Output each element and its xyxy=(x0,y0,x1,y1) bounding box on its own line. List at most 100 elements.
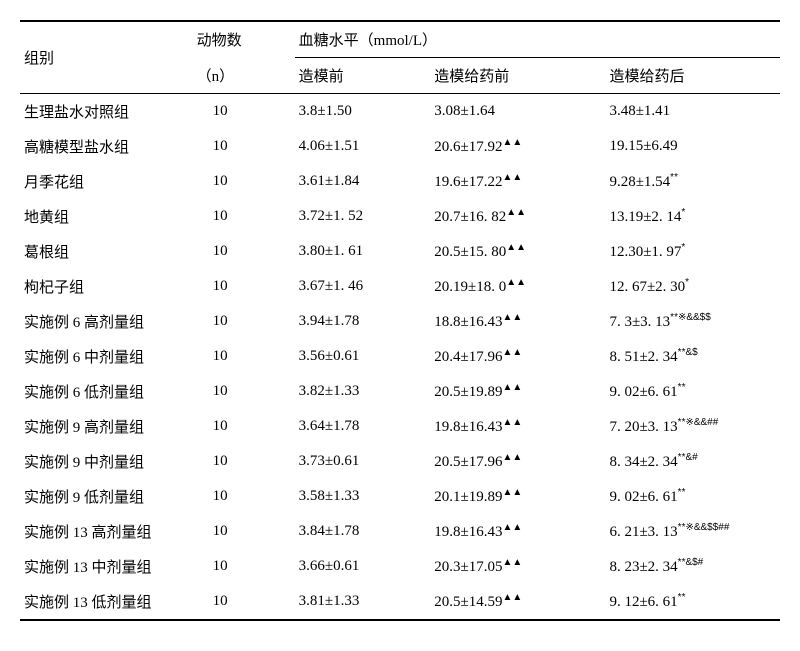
cell-c: 9.28±1.54** xyxy=(605,164,780,199)
cell-c: 8. 23±2. 34**&$# xyxy=(605,549,780,584)
cell-b: 20.3±17.05▲▲ xyxy=(430,549,605,584)
cell-a: 3.84±1.78 xyxy=(295,514,431,549)
header-group: 组别 xyxy=(20,21,193,94)
cell-b: 20.5±15. 80▲▲ xyxy=(430,234,605,269)
cell-b-sup: ▲▲ xyxy=(503,137,523,148)
cell-n: 10 xyxy=(193,234,295,269)
cell-group: 实施例 6 高剂量组 xyxy=(20,304,193,339)
cell-c-sup: ** xyxy=(678,382,686,393)
cell-b-sup: ▲▲ xyxy=(503,452,523,463)
cell-a: 4.06±1.51 xyxy=(295,129,431,164)
table-row: 实施例 13 高剂量组103.84±1.7819.8±16.43▲▲6. 21±… xyxy=(20,514,780,549)
cell-b: 19.8±16.43▲▲ xyxy=(430,409,605,444)
table-header: 组别 动物数 血糖水平（mmol/L） （n） 造模前 造模给药前 造模给药后 xyxy=(20,21,780,94)
cell-c: 6. 21±3. 13**※&&$$## xyxy=(605,514,780,549)
cell-n: 10 xyxy=(193,339,295,374)
cell-b-sup: ▲▲ xyxy=(503,347,523,358)
cell-c: 8. 51±2. 34**&$ xyxy=(605,339,780,374)
cell-c-sup: * xyxy=(681,207,685,218)
table-row: 枸杞子组103.67±1. 4620.19±18. 0▲▲12. 67±2. 3… xyxy=(20,269,780,304)
cell-n: 10 xyxy=(193,304,295,339)
cell-b-sup: ▲▲ xyxy=(503,382,523,393)
cell-b-sup: ▲▲ xyxy=(503,592,523,603)
cell-c-sup: **※&&## xyxy=(678,417,719,428)
cell-n: 10 xyxy=(193,94,295,130)
cell-b: 20.4±17.96▲▲ xyxy=(430,339,605,374)
cell-c-sup: **&$# xyxy=(678,557,704,568)
cell-b: 20.5±17.96▲▲ xyxy=(430,444,605,479)
cell-n: 10 xyxy=(193,409,295,444)
cell-a: 3.94±1.78 xyxy=(295,304,431,339)
cell-n: 10 xyxy=(193,514,295,549)
cell-c-sup: ** xyxy=(678,487,686,498)
cell-c: 7. 20±3. 13**※&&## xyxy=(605,409,780,444)
cell-n: 10 xyxy=(193,129,295,164)
cell-b: 20.19±18. 0▲▲ xyxy=(430,269,605,304)
cell-group: 实施例 9 低剂量组 xyxy=(20,479,193,514)
cell-a: 3.8±1.50 xyxy=(295,94,431,130)
cell-group: 地黄组 xyxy=(20,199,193,234)
cell-n: 10 xyxy=(193,584,295,620)
cell-b-sup: ▲▲ xyxy=(506,207,526,218)
cell-group: 葛根组 xyxy=(20,234,193,269)
cell-group: 高糖模型盐水组 xyxy=(20,129,193,164)
cell-b: 20.5±19.89▲▲ xyxy=(430,374,605,409)
cell-group: 月季花组 xyxy=(20,164,193,199)
table-row: 葛根组103.80±1. 6120.5±15. 80▲▲12.30±1. 97* xyxy=(20,234,780,269)
cell-b: 20.1±19.89▲▲ xyxy=(430,479,605,514)
table-row: 实施例 9 高剂量组103.64±1.7819.8±16.43▲▲7. 20±3… xyxy=(20,409,780,444)
table-row: 实施例 13 低剂量组103.81±1.3320.5±14.59▲▲9. 12±… xyxy=(20,584,780,620)
cell-a: 3.72±1. 52 xyxy=(295,199,431,234)
cell-a: 3.73±0.61 xyxy=(295,444,431,479)
data-table: 组别 动物数 血糖水平（mmol/L） （n） 造模前 造模给药前 造模给药后 … xyxy=(20,20,780,621)
cell-c: 3.48±1.41 xyxy=(605,94,780,130)
cell-c: 12. 67±2. 30* xyxy=(605,269,780,304)
cell-c: 9. 02±6. 61** xyxy=(605,479,780,514)
header-n-sub: （n） xyxy=(193,58,295,94)
table-row: 实施例 6 低剂量组103.82±1.3320.5±19.89▲▲9. 02±6… xyxy=(20,374,780,409)
cell-b: 3.08±1.64 xyxy=(430,94,605,130)
cell-group: 实施例 6 中剂量组 xyxy=(20,339,193,374)
cell-b-sup: ▲▲ xyxy=(503,172,523,183)
cell-a: 3.67±1. 46 xyxy=(295,269,431,304)
cell-c: 7. 3±3. 13**※&&$$ xyxy=(605,304,780,339)
header-col-c: 造模给药后 xyxy=(605,58,780,94)
table-row: 月季花组103.61±1.8419.6±17.22▲▲9.28±1.54** xyxy=(20,164,780,199)
cell-a: 3.81±1.33 xyxy=(295,584,431,620)
cell-a: 3.80±1. 61 xyxy=(295,234,431,269)
cell-c-sup: * xyxy=(681,242,685,253)
cell-group: 枸杞子组 xyxy=(20,269,193,304)
cell-c-sup: **※&&$$ xyxy=(670,312,711,323)
table-row: 实施例 9 中剂量组103.73±0.6120.5±17.96▲▲8. 34±2… xyxy=(20,444,780,479)
header-col-a: 造模前 xyxy=(295,58,431,94)
cell-n: 10 xyxy=(193,549,295,584)
cell-b-sup: ▲▲ xyxy=(503,487,523,498)
cell-b: 19.6±17.22▲▲ xyxy=(430,164,605,199)
cell-group: 实施例 9 高剂量组 xyxy=(20,409,193,444)
cell-n: 10 xyxy=(193,479,295,514)
table-row: 实施例 13 中剂量组103.66±0.6120.3±17.05▲▲8. 23±… xyxy=(20,549,780,584)
cell-group: 实施例 13 低剂量组 xyxy=(20,584,193,620)
cell-b-sup: ▲▲ xyxy=(503,417,523,428)
cell-b: 20.5±14.59▲▲ xyxy=(430,584,605,620)
cell-n: 10 xyxy=(193,199,295,234)
table-row: 实施例 9 低剂量组103.58±1.3320.1±19.89▲▲9. 02±6… xyxy=(20,479,780,514)
cell-c-sup: ** xyxy=(670,172,678,183)
cell-n: 10 xyxy=(193,269,295,304)
cell-c: 9. 12±6. 61** xyxy=(605,584,780,620)
cell-group: 实施例 13 高剂量组 xyxy=(20,514,193,549)
cell-group: 实施例 13 中剂量组 xyxy=(20,549,193,584)
table-row: 生理盐水对照组103.8±1.503.08±1.643.48±1.41 xyxy=(20,94,780,130)
cell-a: 3.64±1.78 xyxy=(295,409,431,444)
table-row: 实施例 6 高剂量组103.94±1.7818.8±16.43▲▲7. 3±3.… xyxy=(20,304,780,339)
cell-a: 3.66±0.61 xyxy=(295,549,431,584)
cell-n: 10 xyxy=(193,374,295,409)
cell-a: 3.82±1.33 xyxy=(295,374,431,409)
cell-c: 9. 02±6. 61** xyxy=(605,374,780,409)
cell-group: 实施例 9 中剂量组 xyxy=(20,444,193,479)
cell-c-sup: **※&&$$## xyxy=(678,522,730,533)
table-body: 生理盐水对照组103.8±1.503.08±1.643.48±1.41高糖模型盐… xyxy=(20,94,780,621)
cell-b-sup: ▲▲ xyxy=(503,557,523,568)
cell-group: 生理盐水对照组 xyxy=(20,94,193,130)
cell-c: 8. 34±2. 34**&# xyxy=(605,444,780,479)
